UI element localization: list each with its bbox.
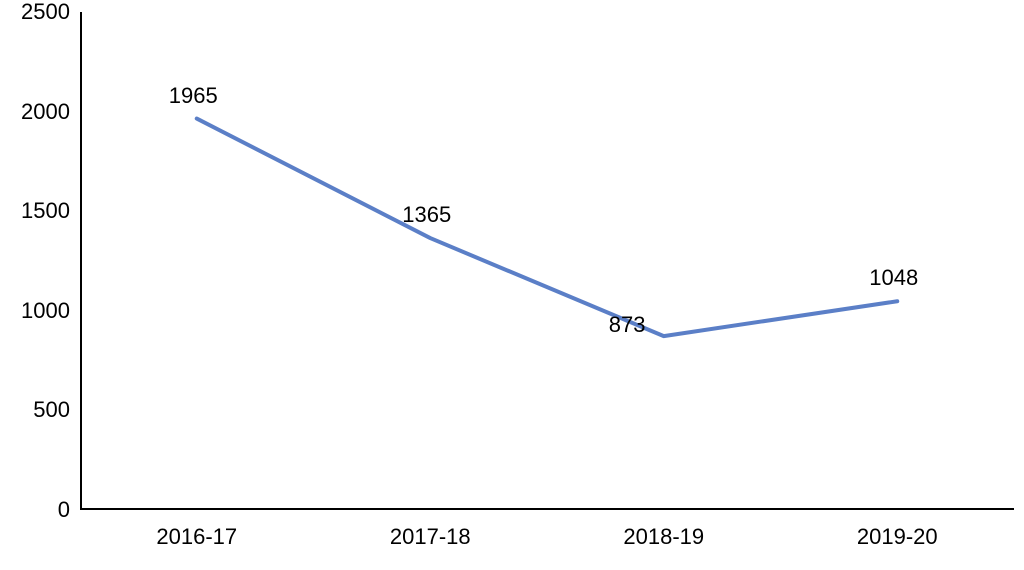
x-tick-label: 2016-17 bbox=[156, 524, 237, 550]
y-tick-label: 2000 bbox=[21, 99, 70, 125]
data-label: 873 bbox=[609, 312, 646, 338]
y-tick-label: 1000 bbox=[21, 298, 70, 324]
x-tick-label: 2018-19 bbox=[623, 524, 704, 550]
x-tick-label: 2017-18 bbox=[390, 524, 471, 550]
series-line bbox=[197, 119, 898, 337]
x-tick-label: 2019-20 bbox=[857, 524, 938, 550]
y-tick-label: 2500 bbox=[21, 0, 70, 25]
data-label: 1365 bbox=[402, 202, 451, 228]
y-tick-label: 500 bbox=[33, 397, 70, 423]
data-label: 1965 bbox=[169, 83, 218, 109]
line-chart: 0 500 1000 1500 2000 2500 2016-17 2017-18 2018-1… bbox=[0, 0, 1024, 570]
data-label: 1048 bbox=[869, 265, 918, 291]
y-tick-label: 0 bbox=[58, 497, 70, 523]
y-tick-label: 1500 bbox=[21, 198, 70, 224]
